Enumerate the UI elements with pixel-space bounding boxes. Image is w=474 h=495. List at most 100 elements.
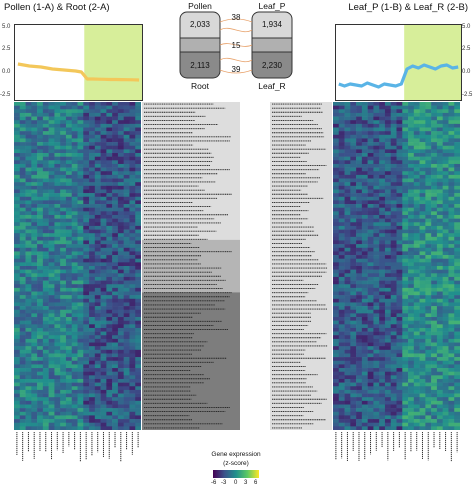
right-heat-cell bbox=[442, 415, 449, 420]
left-heat-cell bbox=[37, 240, 44, 245]
left-heat-cell bbox=[112, 327, 119, 332]
left-heat-cell bbox=[83, 182, 90, 187]
right-heat-cell bbox=[408, 178, 415, 183]
left-heat-cell bbox=[100, 211, 107, 216]
left-heat-cell bbox=[19, 368, 26, 372]
left-heat-cell bbox=[65, 342, 73, 347]
left-heat-cell bbox=[71, 327, 78, 332]
left-heat-cell bbox=[71, 123, 78, 128]
left-heat-cell bbox=[48, 116, 55, 121]
left-heat-cell bbox=[89, 389, 96, 394]
right-heat-cell bbox=[396, 160, 403, 165]
left-heat-cell bbox=[100, 123, 107, 128]
left-heat-cell bbox=[42, 408, 49, 413]
left-heat-cell bbox=[83, 342, 90, 347]
left-heat-cell bbox=[112, 127, 119, 132]
right-heat-cell bbox=[425, 218, 432, 223]
right-heat-cell bbox=[431, 105, 438, 110]
left-heat-cell bbox=[112, 233, 119, 238]
left-heat-cell bbox=[89, 251, 96, 256]
right-heat-cell bbox=[454, 378, 460, 383]
right-heat-cell bbox=[356, 127, 363, 132]
left-heat-cell bbox=[83, 298, 90, 303]
left-heat-cell bbox=[129, 335, 136, 340]
left-heat-cell bbox=[83, 258, 90, 263]
right-heat-cell bbox=[361, 266, 368, 270]
left-heat-cell bbox=[100, 368, 107, 372]
right-heat-cell bbox=[413, 182, 420, 187]
right-heat-cell bbox=[408, 185, 415, 190]
left-heat-cell bbox=[31, 244, 38, 249]
right-heat-cell bbox=[408, 149, 415, 154]
right-heat-cell bbox=[436, 309, 443, 314]
right-heat-cell bbox=[367, 229, 374, 234]
right-heat-cell bbox=[333, 408, 340, 413]
left-heat-cell bbox=[71, 251, 78, 256]
left-heat-cell bbox=[31, 298, 38, 303]
legend-tick-0: 0 bbox=[234, 480, 238, 486]
right-heat-cell bbox=[384, 338, 392, 343]
right-heat-cell bbox=[384, 284, 392, 289]
left-heat-cell bbox=[89, 298, 96, 303]
right-heat-cell bbox=[413, 324, 420, 329]
right-heat-cell bbox=[396, 211, 403, 216]
right-heat-cell bbox=[413, 276, 420, 281]
left-heat-cell bbox=[100, 378, 107, 383]
right-heat-cell bbox=[384, 342, 392, 347]
left-heat-cell bbox=[112, 193, 119, 198]
right-heat-cell bbox=[390, 225, 397, 230]
left-heat-cell bbox=[54, 200, 61, 205]
right-heat-cell bbox=[436, 338, 443, 343]
left-heat-cell bbox=[83, 360, 90, 365]
right-heat-cell bbox=[384, 123, 392, 128]
right-heat-cell bbox=[350, 368, 357, 372]
left-heat-cell bbox=[129, 338, 136, 343]
left-heat-cell bbox=[94, 207, 101, 212]
right-heat-cell bbox=[413, 287, 420, 292]
right-heat-cell bbox=[338, 309, 345, 314]
left-heat-cell bbox=[123, 149, 130, 154]
left-heat-cell bbox=[106, 204, 113, 208]
right-heat-cell bbox=[402, 123, 409, 128]
right-heat-cell bbox=[338, 375, 345, 380]
left-heat-cell bbox=[83, 291, 90, 296]
right-heat-cell bbox=[396, 397, 403, 402]
right-heat-cell bbox=[379, 317, 386, 321]
right-heat-cell bbox=[361, 349, 368, 354]
left-heat-cell bbox=[31, 196, 38, 201]
left-heat-cell bbox=[54, 138, 61, 143]
left-heat-cell bbox=[31, 397, 38, 402]
left-heat-cell bbox=[100, 138, 107, 143]
right-heat-cell bbox=[454, 189, 460, 194]
left-heat-cell bbox=[54, 419, 61, 424]
right-heat-cell bbox=[431, 382, 438, 387]
left-heat-cell bbox=[31, 189, 38, 194]
left-heat-cell bbox=[60, 280, 67, 285]
right-heat-cell bbox=[419, 244, 426, 249]
right-heat-cell bbox=[431, 178, 438, 183]
right-heat-cell bbox=[448, 291, 455, 296]
left-heat-cell bbox=[83, 371, 90, 376]
right-heat-cell bbox=[384, 262, 392, 267]
right-heat-cell bbox=[425, 408, 432, 413]
right-heat-cell bbox=[413, 386, 420, 391]
right-heat-cell bbox=[408, 382, 415, 387]
right-heat-cell bbox=[402, 233, 409, 238]
right-heat-cell bbox=[367, 415, 374, 420]
right-heat-cell bbox=[373, 171, 380, 176]
right-heat-cell bbox=[338, 218, 345, 223]
left-heat-cell bbox=[83, 375, 90, 380]
left-heat-cell bbox=[83, 105, 90, 110]
left-heat-cell bbox=[106, 120, 113, 125]
left-heat-cell bbox=[37, 214, 44, 219]
left-heat-cell bbox=[65, 317, 73, 321]
left-heat-cell bbox=[94, 331, 101, 336]
right-heat-cell bbox=[436, 225, 443, 230]
right-heat-cell bbox=[373, 145, 380, 150]
right-heat-cell bbox=[402, 138, 409, 143]
left-heat-cell bbox=[123, 160, 130, 165]
left-heat-cell bbox=[129, 112, 136, 117]
left-heat-cell bbox=[60, 411, 67, 416]
left-heat-cell bbox=[48, 102, 55, 106]
right-heat-cell bbox=[419, 378, 426, 383]
